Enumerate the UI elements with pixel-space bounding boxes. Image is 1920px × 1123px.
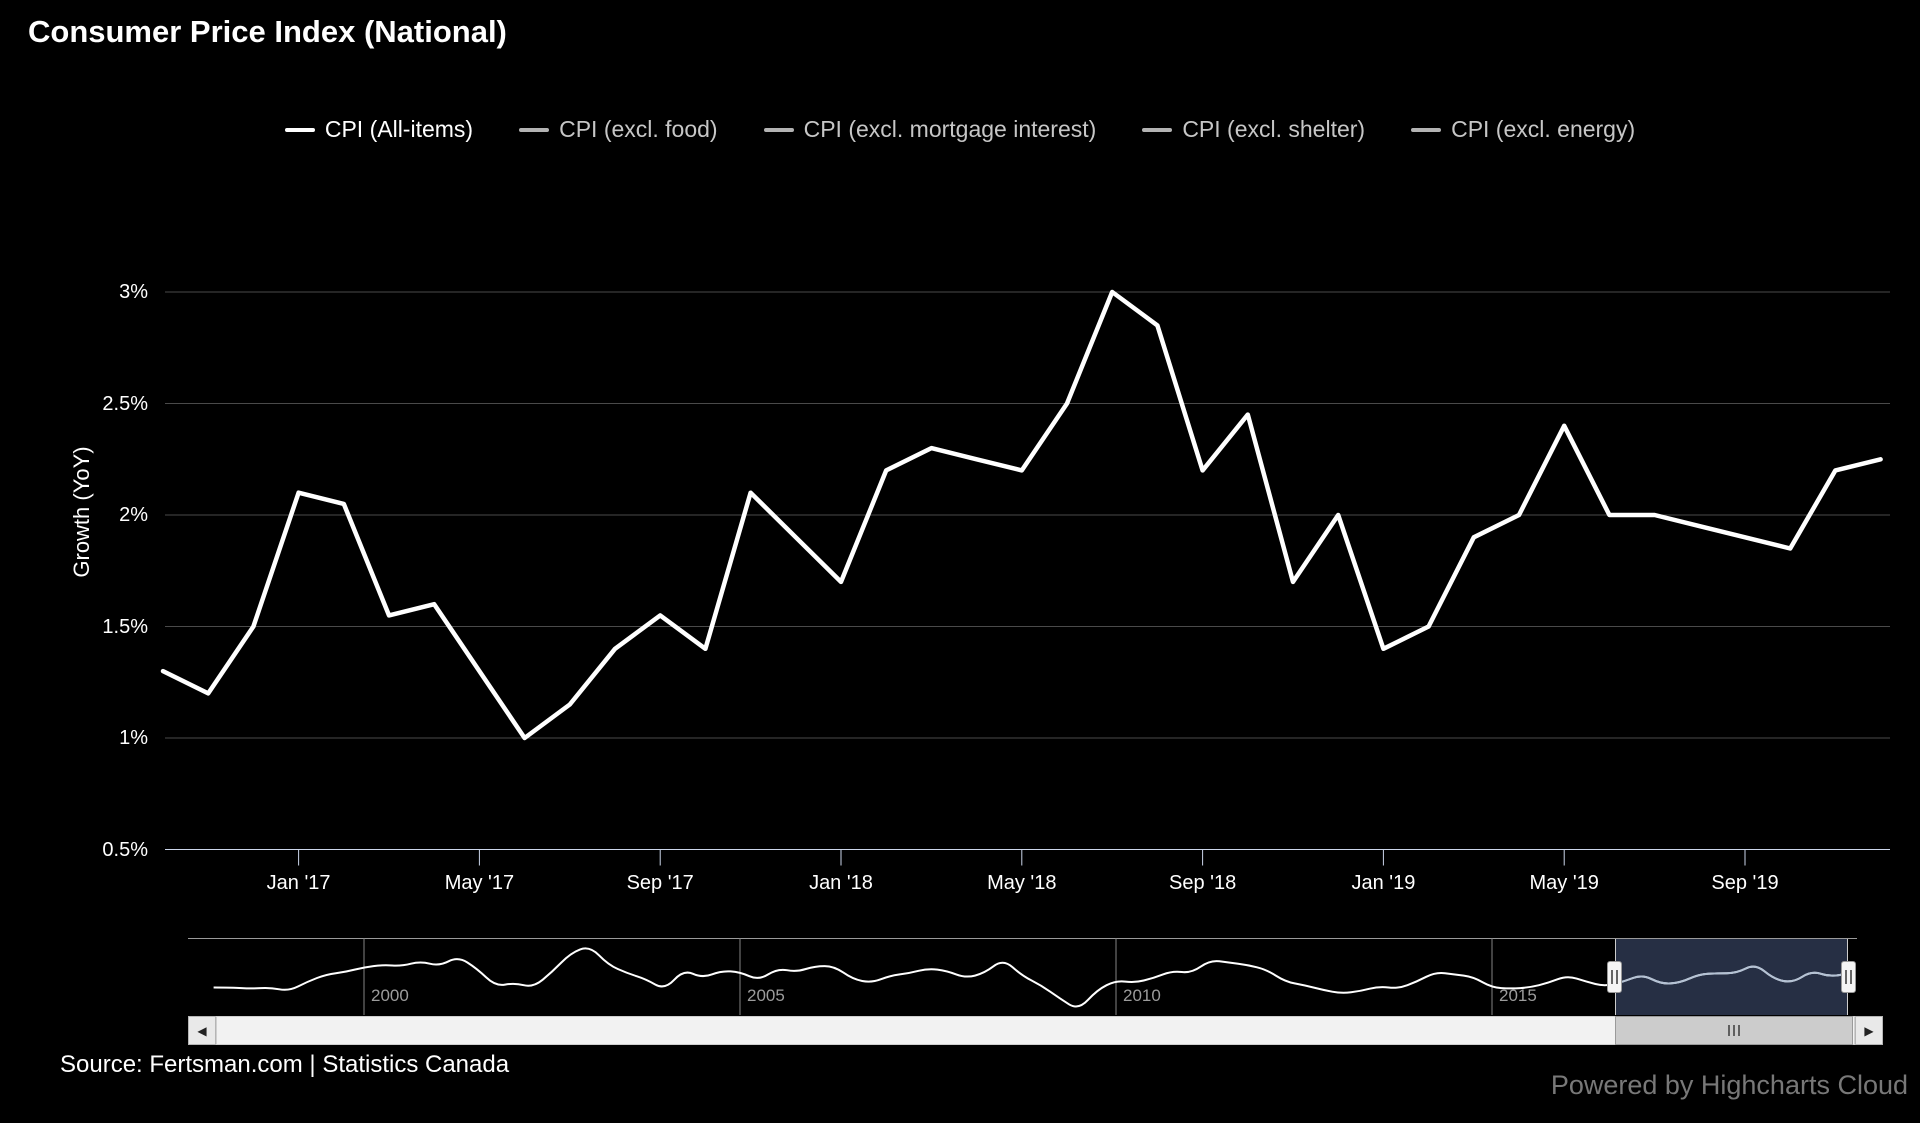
- legend-item-label: CPI (excl. mortgage interest): [803, 116, 1097, 142]
- navigator-year-label: 2005: [747, 986, 785, 1005]
- legend-item-1[interactable]: CPI (excl. food): [519, 116, 718, 143]
- y-tick-label: 1.5%: [102, 615, 148, 638]
- legend-item-3[interactable]: CPI (excl. shelter): [1142, 116, 1365, 143]
- x-tick-label: Jan '17: [266, 872, 331, 894]
- legend-line-marker-icon: [763, 127, 794, 132]
- x-tick-label: Jan '18: [809, 872, 873, 894]
- scrollbar-left-button[interactable]: ◀: [188, 1016, 216, 1045]
- x-tick-label: May '19: [1529, 872, 1599, 894]
- legend-line-marker-icon: [519, 127, 550, 132]
- x-tick-label: Sep '17: [626, 872, 694, 894]
- navigator-year-label: 2010: [1123, 986, 1161, 1005]
- chart-title: Consumer Price Index (National): [28, 14, 507, 49]
- legend: CPI (All-items) CPI (excl. food) CPI (excl…: [0, 116, 1920, 143]
- y-tick-label: 1%: [119, 727, 148, 749]
- x-tick-label: Sep '18: [1168, 872, 1237, 894]
- y-tick-label: 3%: [119, 281, 148, 303]
- navigator-year-label: 2015: [1499, 986, 1537, 1005]
- legend-item-2[interactable]: CPI (excl. mortgage interest): [763, 116, 1097, 143]
- scrollbar-track[interactable]: [216, 1016, 1855, 1045]
- legend-line-marker-icon: [1142, 127, 1173, 132]
- legend-item-label: CPI (excl. energy): [1451, 116, 1636, 142]
- x-tick-label: May '18: [987, 872, 1057, 894]
- navigator-series-line: [213, 947, 1850, 1008]
- y-tick-label: 2%: [119, 504, 148, 526]
- navigator-right-handle[interactable]: [1841, 961, 1856, 993]
- legend-line-marker-icon: [284, 127, 315, 132]
- y-tick-label: 2.5%: [102, 392, 148, 415]
- highcharts-credit[interactable]: Powered by Highcharts Cloud: [1550, 1070, 1908, 1100]
- navigator-left-handle[interactable]: [1607, 961, 1622, 993]
- legend-item-4[interactable]: CPI (excl. energy): [1411, 116, 1635, 143]
- legend-item-0[interactable]: CPI (All-items): [284, 116, 474, 143]
- legend-item-label: CPI (excl. shelter): [1182, 116, 1366, 142]
- source-credit: Source: Fertsman.com | Statistics Canada: [60, 1051, 510, 1078]
- scrollbar-right-button[interactable]: ▶: [1855, 1016, 1883, 1045]
- x-tick-label: Sep '19: [1711, 872, 1779, 894]
- y-tick-label: 0.5%: [102, 838, 148, 861]
- navigator-year-label: 2000: [371, 986, 409, 1005]
- scrollbar-thumb[interactable]: [1615, 1016, 1853, 1045]
- x-tick-label: Jan '19: [1351, 872, 1416, 894]
- legend-line-marker-icon: [1411, 127, 1442, 132]
- scroll-right-icon: ▶: [1864, 1023, 1874, 1038]
- legend-item-label: CPI (excl. food): [559, 116, 718, 142]
- cpi-all-items-line: [160, 289, 1883, 741]
- scroll-left-icon: ◀: [197, 1023, 207, 1038]
- legend-item-label: CPI (All-items): [324, 116, 474, 142]
- x-tick-label: May '17: [444, 872, 515, 894]
- grip-icon: [1728, 1025, 1730, 1036]
